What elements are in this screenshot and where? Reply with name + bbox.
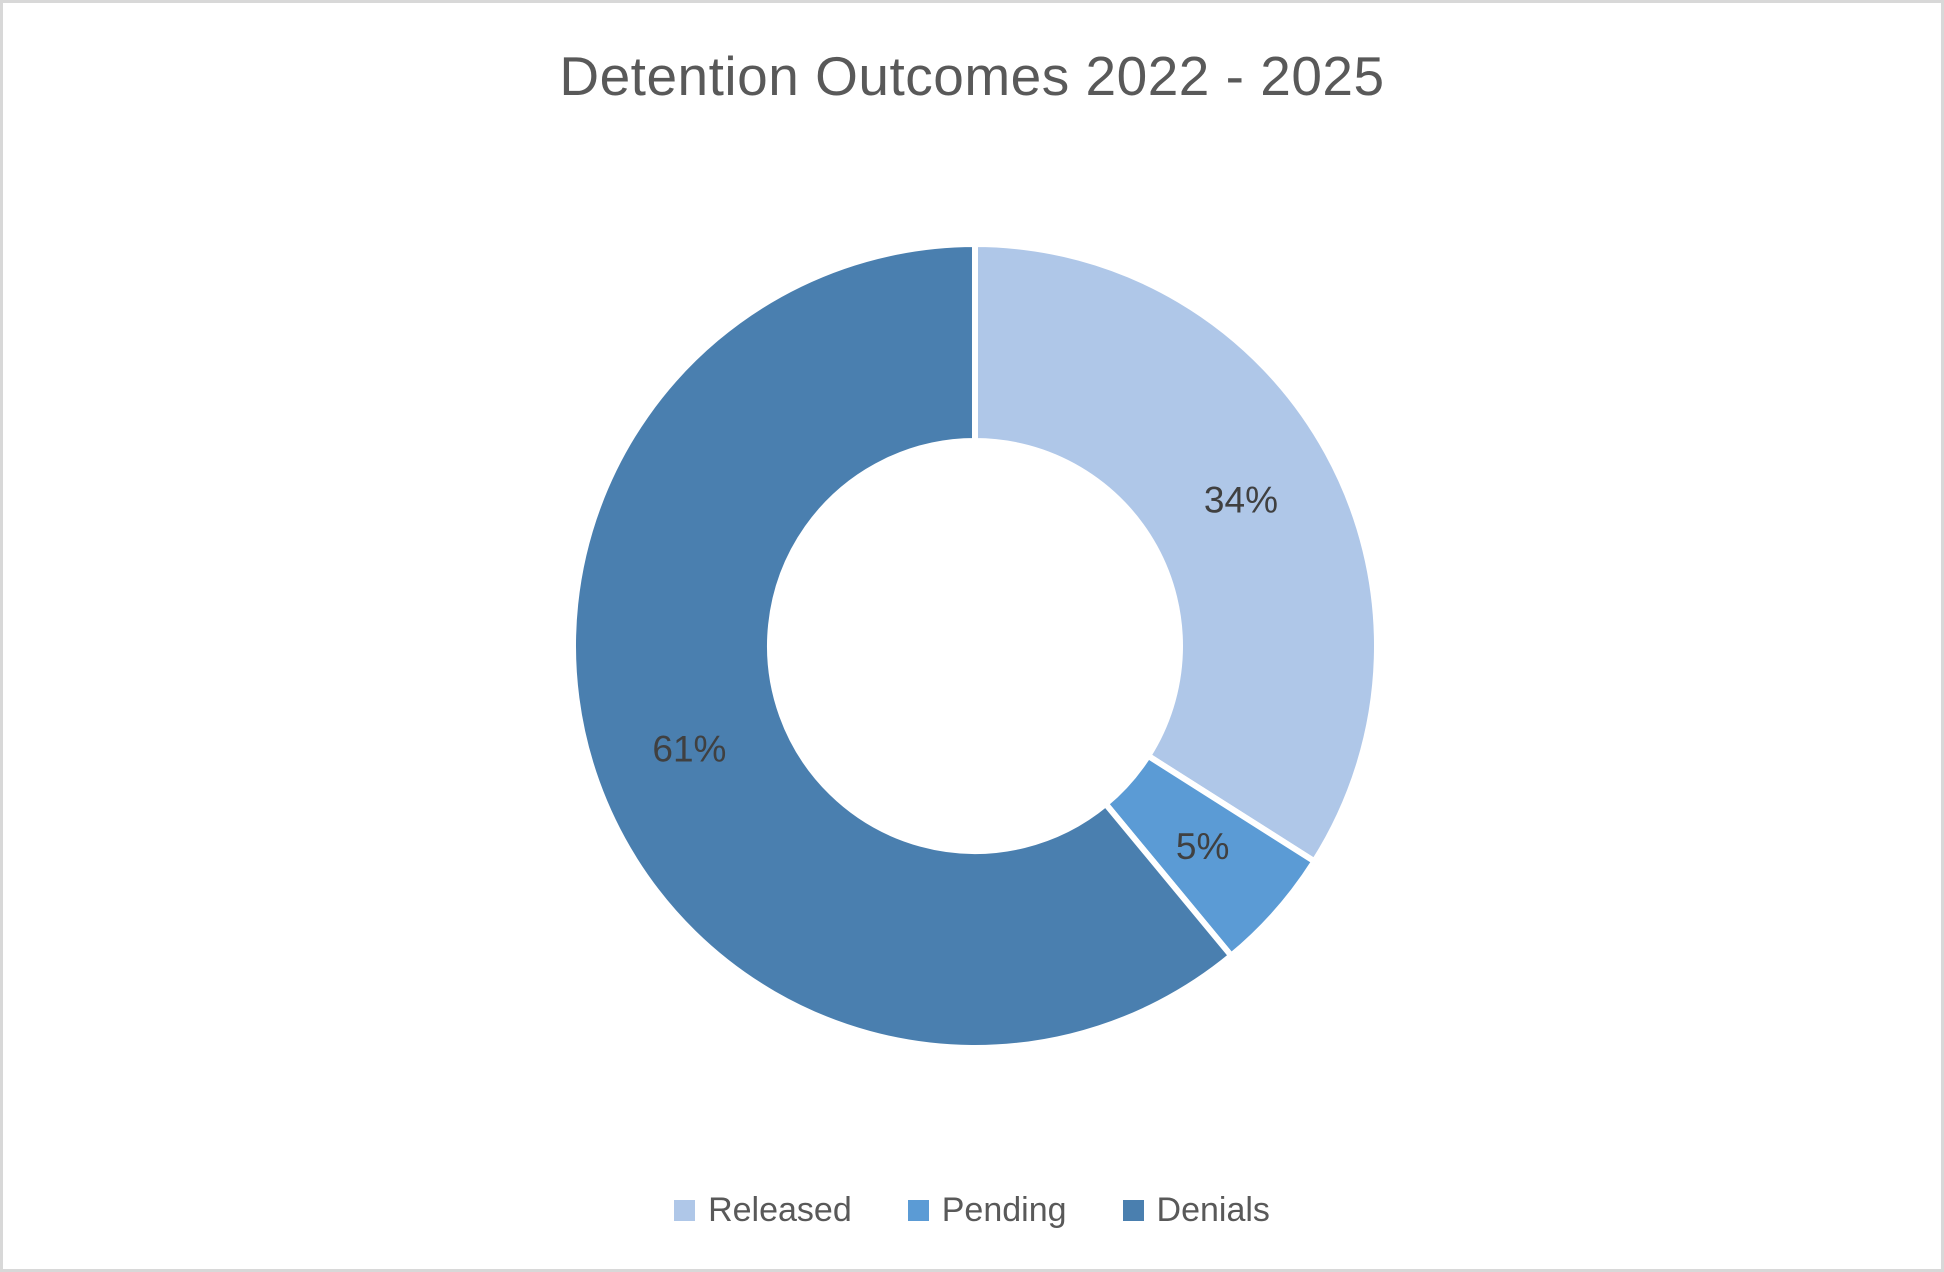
legend-swatch-pending-icon <box>907 1199 929 1221</box>
legend-item-denials: Denials <box>1122 1191 1270 1229</box>
legend-swatch-denials-icon <box>1122 1199 1144 1221</box>
legend-label-released: Released <box>708 1191 852 1229</box>
legend-swatch-released-icon <box>674 1199 696 1221</box>
legend-item-released: Released <box>674 1193 852 1227</box>
data-label-released: 34% <box>1204 479 1278 520</box>
legend-item-pending: Pending <box>907 1191 1067 1229</box>
chart-title: Detention Outcomes 2022 - 2025 <box>559 45 1385 107</box>
donut-chart: 34% 5% 61% <box>570 241 1380 1051</box>
legend-label-denials: Denials <box>1156 1191 1270 1229</box>
data-label-pending: 5% <box>1176 826 1229 867</box>
slice-released <box>972 241 1380 865</box>
slice-denials <box>570 241 1235 1051</box>
legend-label-pending: Pending <box>941 1191 1067 1229</box>
chart-legend: Released Pending Denials <box>3 1193 1941 1227</box>
data-label-denials: 61% <box>652 728 726 769</box>
